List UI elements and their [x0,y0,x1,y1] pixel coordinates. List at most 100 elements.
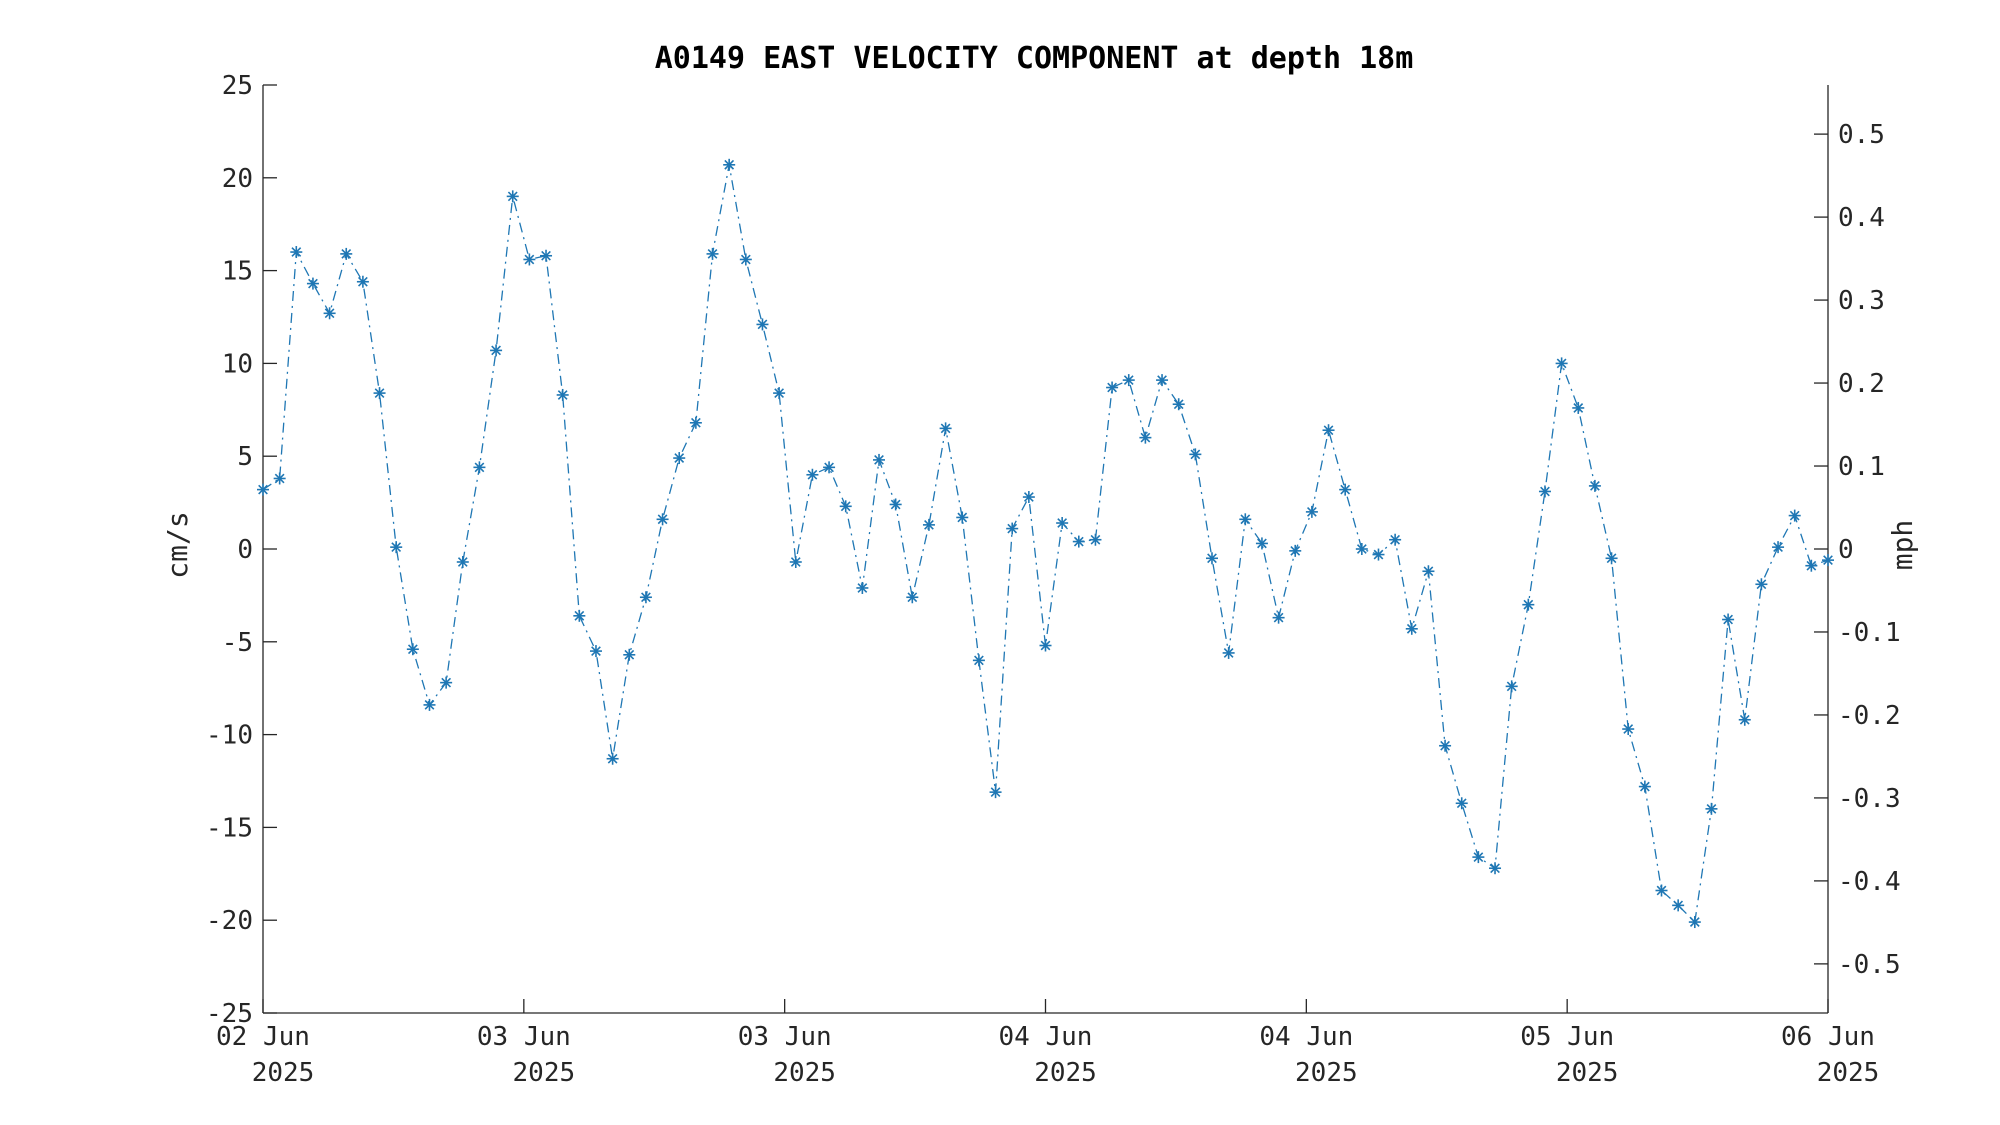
data-point [506,190,519,203]
data-point [1039,639,1052,652]
data-point [257,483,269,496]
data-point [939,422,952,435]
x-tick-label-year: 2025 [773,1058,836,1088]
data-point [1106,381,1119,394]
data-point [856,581,869,594]
data-point [972,654,985,667]
data-point [839,500,852,513]
chart-title: A0149 EAST VELOCITY COMPONENT at depth 1… [655,41,1414,76]
x-tick-label-year: 2025 [252,1058,315,1088]
y-tick-label-left: 5 [237,442,253,472]
data-point [1655,884,1668,897]
data-point [1555,357,1568,370]
data-point [606,752,619,765]
data-point [873,453,886,466]
data-point [1638,780,1651,793]
data-point [1339,483,1352,496]
data-point [1672,899,1685,912]
x-tick-label-date: 03 Jun [477,1022,571,1052]
data-point [689,416,702,429]
data-point [540,249,553,262]
y-tick-label-left: -25 [206,999,253,1029]
data-point [1455,797,1468,810]
data-point [756,318,769,331]
y-tick-label-right: 0 [1838,535,1854,565]
data-point [440,676,453,689]
data-point [673,452,686,465]
data-point [1389,533,1402,546]
y-tick-label-right: -0.4 [1838,867,1901,897]
data-point [706,247,719,260]
data-point [473,461,486,474]
data-point [273,472,286,485]
y-tick-label-left: 15 [222,257,253,287]
data-point [290,246,303,259]
data-point [1572,401,1585,414]
x-tick-label-year: 2025 [513,1058,576,1088]
data-point [1072,535,1085,548]
data-point [490,344,503,357]
y-tick-label-left: 10 [222,349,253,379]
y-tick-label-left: -5 [222,628,253,658]
data-point [323,307,336,320]
data-point [656,513,669,526]
y-tick-label-right: 0.1 [1838,452,1885,482]
y-tick-label-left: -20 [206,906,253,936]
data-point [1622,723,1635,736]
data-point [1522,598,1535,611]
x-tick-label-date: 04 Jun [999,1022,1093,1052]
data-point [1322,424,1335,437]
series-line [262,164,1829,924]
y-tick-label-right: 0.2 [1838,369,1885,399]
data-point [739,253,752,266]
data-point [1588,479,1601,492]
data-point [390,541,403,554]
x-tick-label-year: 2025 [1556,1058,1619,1088]
data-point [1056,517,1069,530]
y-axis-label-left: cm/s [161,511,194,578]
y-tick-label-right: -0.3 [1838,784,1901,814]
data-point [1355,543,1368,555]
data-point [406,643,419,656]
data-point [623,648,636,661]
data-point [373,387,386,400]
data-point [1489,862,1502,875]
data-point [1022,491,1035,504]
data-point [1255,537,1268,550]
data-point [523,253,536,266]
data-point [1772,541,1785,554]
data-point [1172,398,1185,411]
data-point [1189,448,1202,461]
data-point [1239,513,1252,526]
y-tick-label-right: -0.2 [1838,701,1901,731]
data-point [1722,613,1735,626]
data-point [1405,622,1418,635]
data-point [889,498,902,511]
y-tick-label-left: 0 [237,535,253,565]
data-point [573,609,586,622]
data-point [1472,851,1485,864]
y-tick-label-right: 0.5 [1838,120,1885,150]
y-tick-label-left: -15 [206,813,253,843]
data-point [340,247,353,260]
x-tick-label-date: 06 Jun [1781,1022,1875,1052]
data-point [1222,646,1235,659]
y-tick-label-right: 0.3 [1838,286,1885,316]
data-point [1006,522,1019,535]
y-tick-label-left: -10 [206,721,253,751]
data-point [1605,552,1618,565]
x-tick-label-date: 02 Jun [216,1022,310,1052]
data-point [1305,505,1318,518]
data-point [306,277,319,290]
data-point [1705,802,1718,815]
data-point [823,461,836,474]
data-point [723,158,736,171]
data-point [1089,533,1102,546]
y-axis-label-right: mph [1886,520,1919,571]
data-point [356,275,369,288]
data-point [1156,374,1169,387]
data-point [1439,739,1452,752]
data-point [906,591,919,604]
data-point [556,388,569,401]
